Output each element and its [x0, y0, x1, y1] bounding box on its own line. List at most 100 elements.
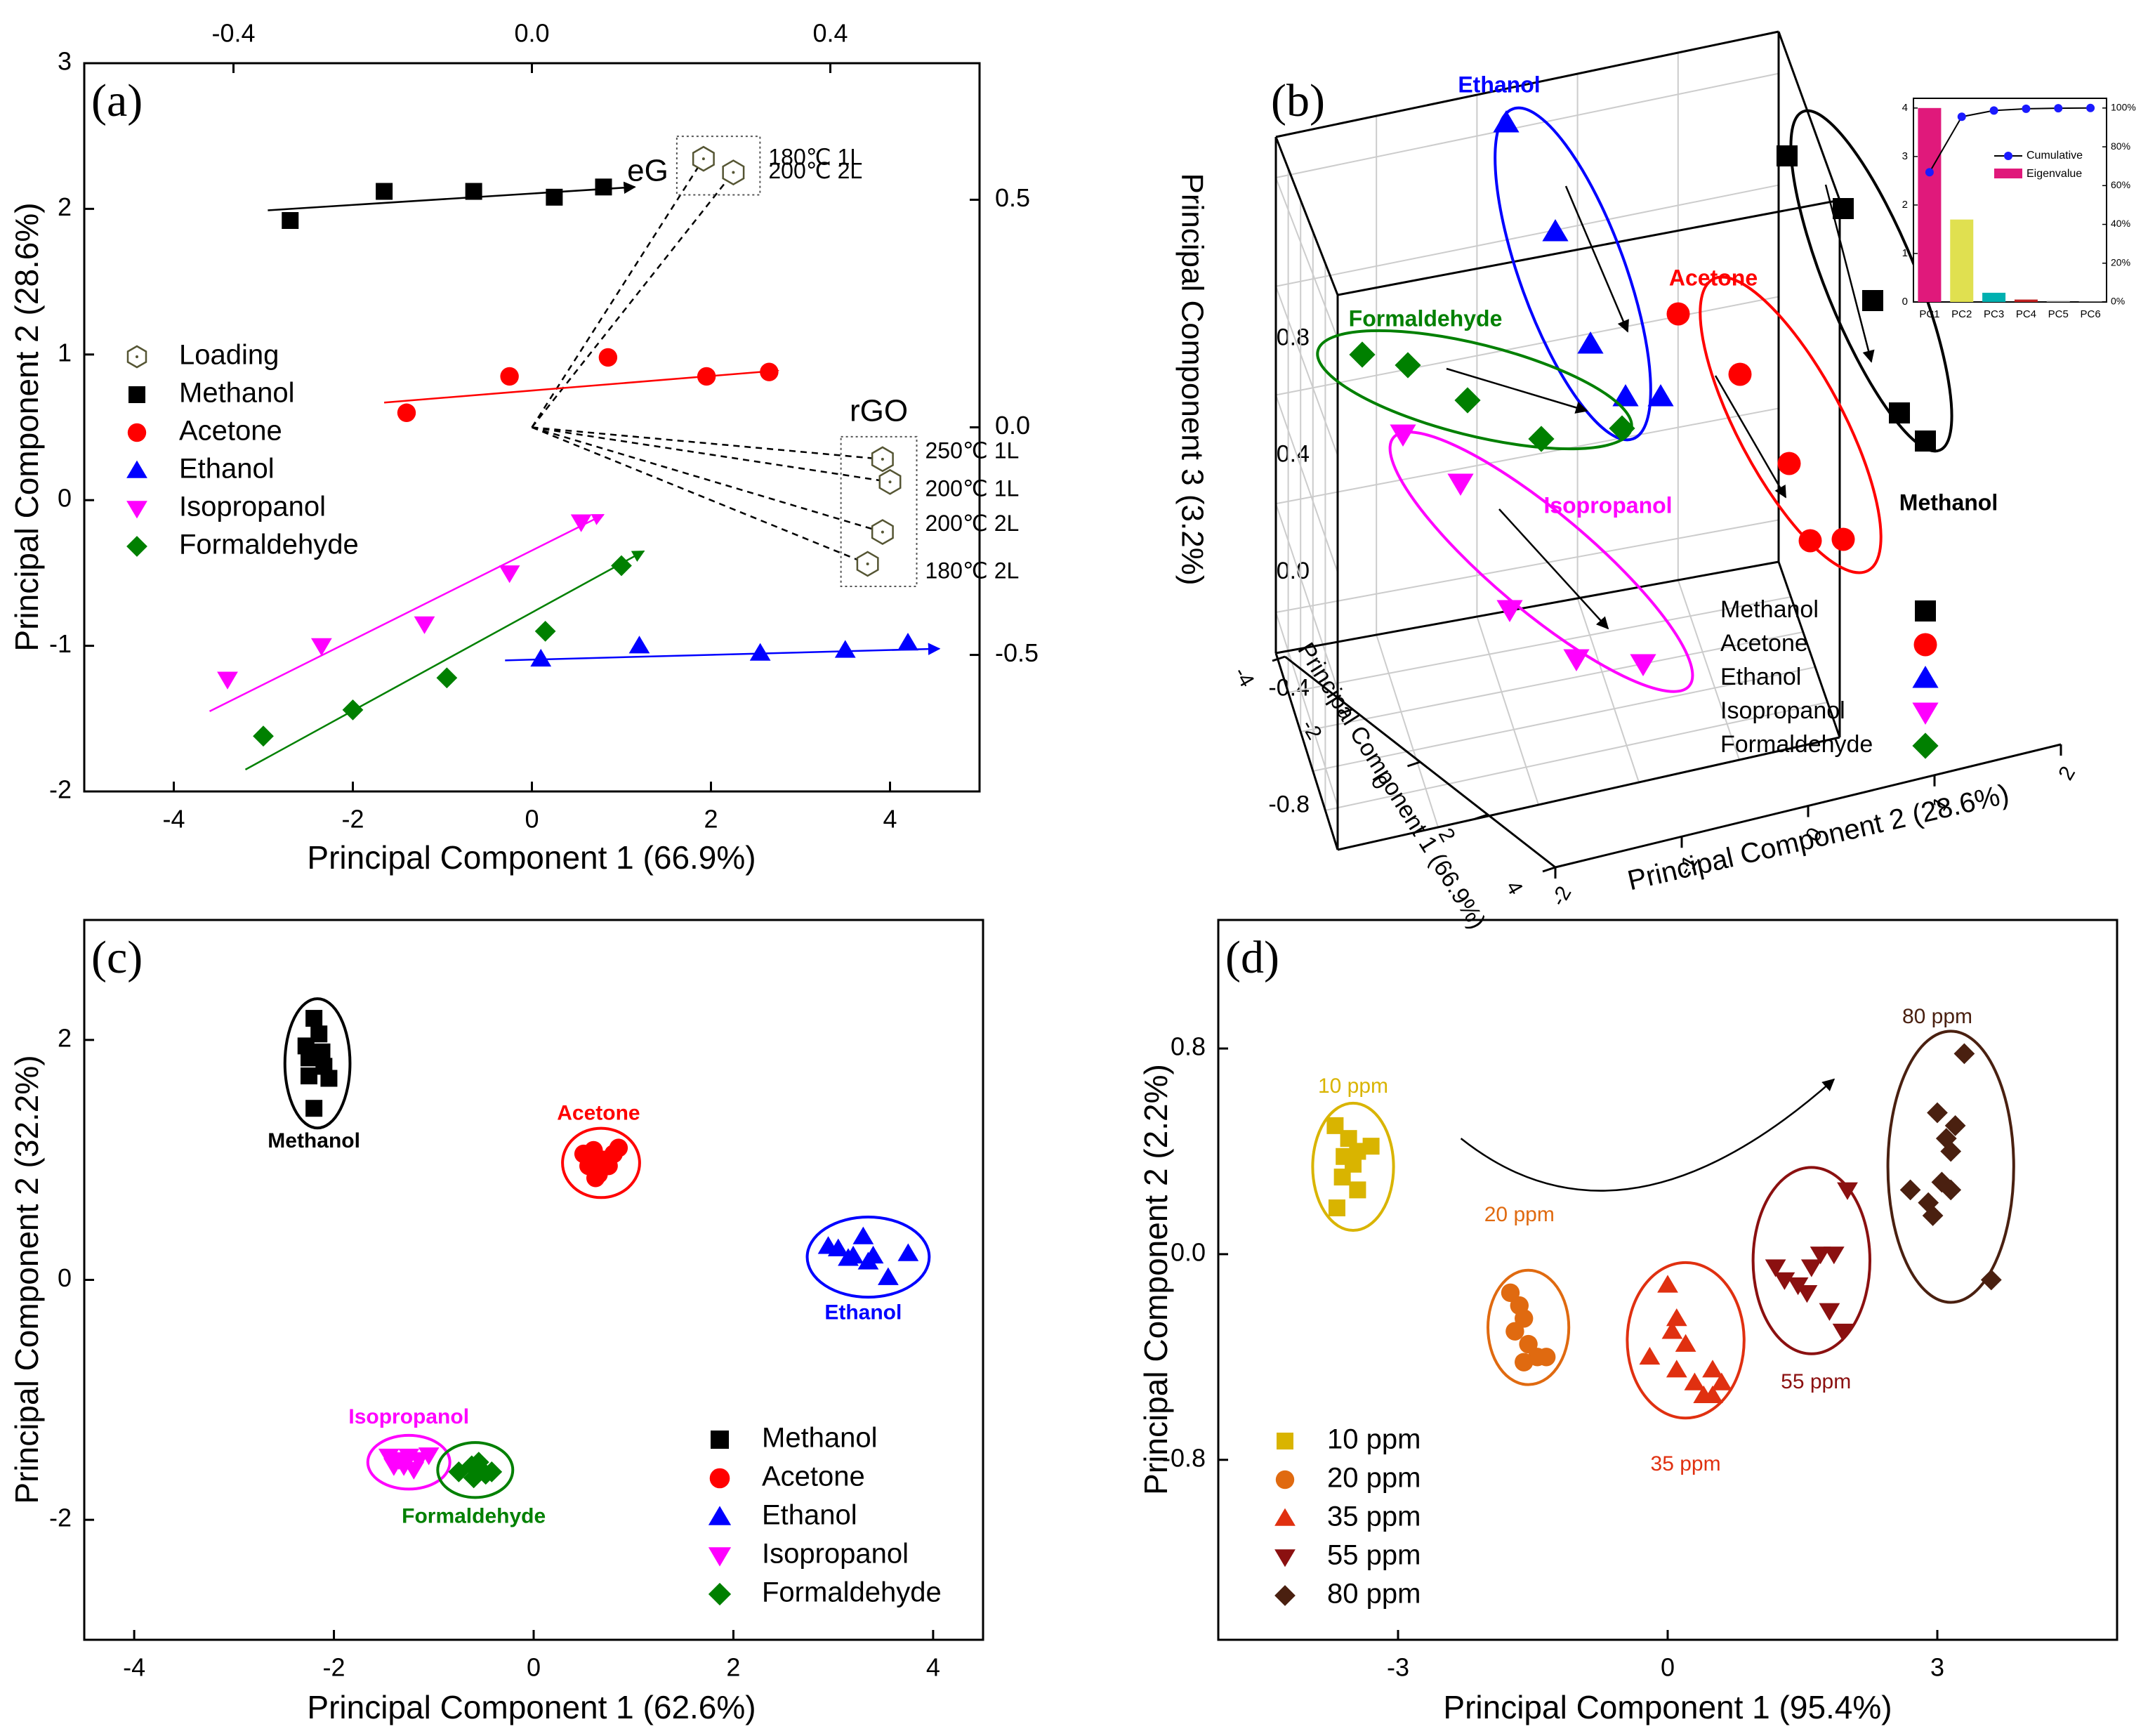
floor-gridline [1376, 634, 1439, 828]
hexagon-dot [701, 157, 705, 161]
inset-left-tick-label: 4 [1902, 102, 1908, 114]
cumulative-point [2086, 103, 2095, 112]
y-tick-label: 0.8 [1171, 1032, 1206, 1061]
eigenvalue-bar [2014, 299, 2038, 302]
legend-loading-marker [126, 345, 147, 369]
methanol-point [282, 211, 299, 229]
isopropanol-trend-arrow [1498, 508, 1609, 630]
eg-group-box [676, 136, 761, 196]
ppm-20-ppm-cluster-ellipse [1487, 1268, 1571, 1386]
loading-line [532, 426, 890, 483]
inset-x-tick-label: PC5 [2048, 308, 2069, 320]
panel-label: (a) [91, 75, 143, 126]
loading-point [856, 551, 879, 577]
left-wall-gridline [1275, 612, 1338, 806]
y-tick-label: 0.8 [1277, 324, 1310, 350]
acetone-point [586, 1169, 605, 1188]
ppm-55-ppm-cluster-ellipse [1751, 1166, 1872, 1355]
left-wall-gridline [1275, 395, 1338, 573]
legend-ppm-20-ppm-label: 20 ppm [1327, 1463, 1421, 1494]
acetone-point [1666, 302, 1690, 326]
panel-c-chart: -4 -2 0 2 4 -2 0 2 Principal Component 1 (62.6%)… [8, 919, 984, 1725]
formaldehyde-point [468, 1452, 489, 1473]
cumulative-point [2054, 104, 2063, 113]
box-edge [1274, 136, 1339, 296]
right-tick-label: 0.0 [995, 411, 1030, 440]
floor-gridline [1677, 579, 1740, 761]
legend-methanol-marker [711, 1431, 729, 1449]
legend-ppm-20-ppm-marker [1275, 1470, 1295, 1490]
cumulative-point [1957, 112, 1966, 121]
methanol-point [1915, 430, 1936, 452]
y-tick-label: -1 [49, 629, 72, 658]
hexagon-dot [888, 480, 892, 484]
ethanol-point [1647, 384, 1674, 407]
isopropanol-point [403, 1461, 425, 1480]
legend-ppm-10-ppm-label: 10 ppm [1327, 1424, 1421, 1455]
loading-label: 200℃ 2L [925, 511, 1020, 536]
ethanol-point [1612, 384, 1639, 407]
ppm-80-ppm-point [1899, 1179, 1921, 1201]
legend-isopropanol-marker [1912, 702, 1939, 725]
ppm-10-ppm-point [1328, 1199, 1345, 1216]
acetone-point [500, 367, 519, 386]
acetone-point [609, 1138, 628, 1157]
legend-methanol-marker [128, 386, 145, 403]
ppm-20-ppm-group-label: 20 ppm [1484, 1203, 1555, 1226]
ethanol-point [827, 1238, 849, 1256]
cumulative-line [1993, 107, 2027, 112]
cumulative-line [1961, 110, 1994, 118]
legend-acetone-marker [1913, 633, 1937, 657]
ppm-20-ppm-point [1501, 1283, 1520, 1303]
acetone-point [760, 362, 779, 381]
ppm-80-ppm-point [1931, 1171, 1953, 1193]
legend-isopropanol-label: Isopropanol [179, 492, 326, 522]
ppm-55-ppm-point [1819, 1303, 1840, 1321]
legend-isopropanol-marker [708, 1547, 732, 1567]
ppm-35-ppm-point [1661, 1321, 1683, 1339]
box-edge [1275, 560, 1779, 655]
legend-isopropanol-label: Isopropanol [762, 1539, 909, 1570]
legend-ethanol-label: Ethanol [762, 1500, 857, 1531]
loading-point [871, 446, 894, 473]
legend-isopropanol-marker [126, 501, 147, 519]
legend-ppm-55-ppm-marker [1274, 1549, 1296, 1567]
hexagon-dot [881, 457, 884, 461]
legend-acetone-label: Acetone [179, 416, 282, 447]
methanol-point [301, 1049, 317, 1067]
methanol-point [465, 183, 482, 200]
panel-label: (b) [1271, 75, 1325, 126]
loading-label: 200℃ 1L [925, 476, 1020, 501]
loading-point [871, 519, 894, 546]
legend-ppm-35-ppm-marker [1274, 1508, 1296, 1526]
methanol-trend-arrow [268, 181, 636, 211]
hexagon-dot [881, 530, 884, 534]
legend-methanol-label: Methanol [1720, 596, 1819, 623]
box-edge [1337, 199, 1840, 296]
loading-line [532, 426, 883, 533]
x-tick-label: 3 [1930, 1653, 1944, 1682]
ppm-80-ppm-point [1922, 1205, 1944, 1226]
x-tick-label: 0 [527, 1653, 541, 1682]
legend-ppm-10-ppm-marker [1277, 1433, 1293, 1449]
inset-legend-eigenvalue-marker [1994, 169, 2022, 178]
inset-x-tick-label: PC6 [2080, 308, 2100, 320]
methanol-point [1889, 402, 1910, 423]
acetone-point [1777, 452, 1801, 475]
isopropanol-point [1447, 473, 1474, 496]
methanol-trend-arrow [1824, 184, 1875, 363]
inset-right-tick-label: 20% [2111, 256, 2130, 268]
ethanol-cluster-ellipse [1494, 106, 1652, 442]
inset-x-tick-label: PC1 [1919, 308, 1939, 320]
methanol-point [305, 1010, 323, 1027]
legend-ethanol-marker [708, 1506, 732, 1525]
x-tick-label: 0 [1661, 1653, 1675, 1682]
floor-gridline [1325, 702, 1828, 811]
back-wall-gridline [1275, 72, 1779, 179]
y-tick-label: -2 [49, 1504, 72, 1532]
y-tick-label: 0 [58, 484, 72, 513]
top-tick-label: -0.4 [211, 19, 255, 48]
legend-ppm-80-ppm-label: 80 ppm [1327, 1579, 1421, 1610]
y-tick-label: 0 [58, 1263, 72, 1292]
